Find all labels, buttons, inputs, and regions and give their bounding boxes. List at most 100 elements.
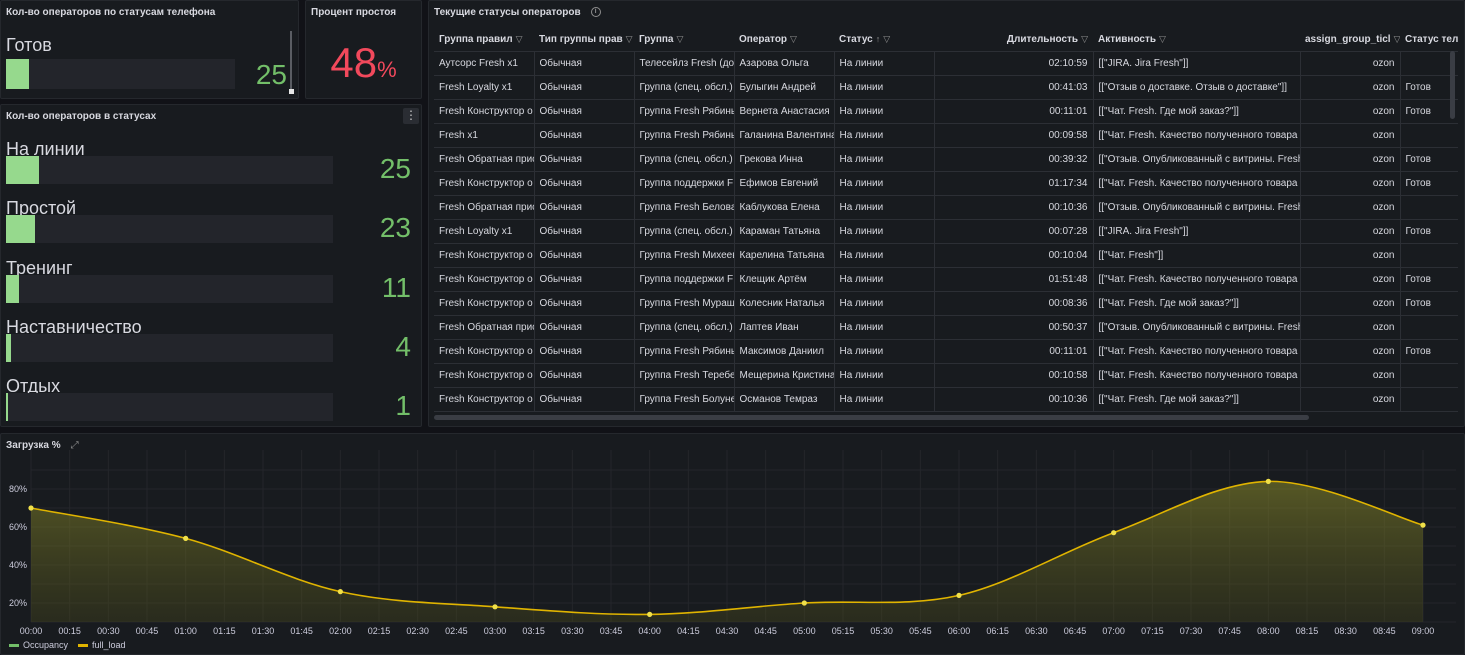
scrollbar[interactable] (290, 31, 292, 89)
column-header-label: Длительность (1006, 34, 1079, 46)
column-header[interactable]: Активность ▽ (1093, 29, 1300, 52)
table-cell: [["Чат. Fresh. Качество полученного това… (1093, 123, 1301, 148)
column-header-label: Статус теле (1405, 34, 1458, 46)
filter-icon[interactable]: ▽ (790, 34, 797, 45)
filter-icon[interactable]: ▽ (1159, 34, 1166, 45)
resize-handle-icon[interactable] (289, 89, 294, 94)
table-cell: ozon (1300, 267, 1401, 292)
table-cell: Колесник Наталья (734, 291, 835, 316)
full-load-point[interactable] (492, 604, 498, 610)
horizontal-scrollbar[interactable] (434, 415, 1309, 420)
x-tick-label: 02:00 (329, 626, 352, 636)
y-tick-label: 20% (9, 598, 27, 608)
column-header[interactable]: Длительность ▽ (934, 29, 1093, 52)
full-load-point[interactable] (647, 611, 653, 617)
table-cell: Обычная (534, 75, 635, 100)
idle-percent-unit: % (377, 57, 397, 82)
phone-status-bar-fill (6, 59, 29, 89)
more-vertical-icon[interactable]: ⋮ (403, 108, 419, 124)
table-row[interactable]: Fresh Конструктор о Обычная Группа Fresh Б… (434, 387, 1458, 412)
legend-item-occupancy[interactable]: Occupancy (9, 640, 68, 650)
vertical-scrollbar[interactable] (1450, 51, 1455, 119)
table-row[interactable]: Fresh Конструктор о Обычная Группа Fresh Р… (434, 339, 1458, 364)
filter-icon[interactable]: ▽ (515, 34, 523, 45)
table-row[interactable]: Fresh Конструктор о Обычная Группа поддерж… (434, 267, 1458, 292)
table-row[interactable]: Fresh Loyalty x1 Обычная Группа (спец. обс… (434, 219, 1458, 244)
full-load-point[interactable] (28, 505, 34, 511)
column-header[interactable]: Группа правил ▽ (434, 29, 534, 52)
panel-title: Процент простоя (311, 7, 397, 18)
table-cell: Группа (спец. обсл.) (634, 147, 735, 172)
table-cell: Fresh Конструктор о (434, 267, 535, 292)
column-header-label: Статус (839, 34, 873, 46)
x-tick-label: 04:00 (638, 626, 661, 636)
table-row[interactable]: Fresh x1 Обычная Группа Fresh Рябинь Галани… (434, 123, 1458, 148)
table-cell: 01:51:48 (934, 267, 1094, 292)
column-header[interactable]: Тип группы прав ▽ (534, 29, 634, 52)
table-row[interactable]: Fresh Обратная прис Обычная Группа Fresh Б… (434, 195, 1458, 220)
x-tick-label: 09:00 (1412, 626, 1435, 636)
table-cell: ozon (1300, 339, 1401, 364)
column-header[interactable]: Оператор ▽ (734, 29, 834, 52)
x-tick-label: 03:45 (600, 626, 623, 636)
table-row[interactable]: Fresh Loyalty x1 Обычная Группа (спец. обс… (434, 75, 1458, 100)
expand-icon[interactable]: ⤢ (70, 440, 79, 451)
full-load-point[interactable] (183, 535, 189, 541)
x-tick-label: 01:30 (252, 626, 275, 636)
table-row[interactable]: Fresh Конструктор о Обычная Группа Fresh Р… (434, 99, 1458, 124)
table-cell: Fresh Конструктор о (434, 171, 535, 196)
panel-title: Текущие статусы операторов i (434, 7, 601, 18)
table-cell: Клещик Артём (734, 267, 835, 292)
column-header[interactable]: Статус теле▽ (1400, 29, 1458, 52)
info-icon[interactable]: i (590, 7, 601, 18)
full-load-point[interactable] (801, 600, 807, 606)
x-tick-label: 04:30 (716, 626, 739, 636)
full-load-line (30, 480, 1424, 616)
table-cell: Fresh Обратная прис (434, 315, 535, 340)
table-cell: [["Чат. Fresh. Качество полученного това… (1093, 267, 1301, 292)
sort-arrow-icon[interactable]: ↑ (875, 34, 881, 45)
status-value: 25 (379, 153, 411, 184)
table-cell: Группа Fresh Мураш (634, 291, 735, 316)
legend-item-full-load[interactable]: full_load (78, 640, 126, 650)
x-tick-label: 08:00 (1257, 626, 1280, 636)
table-cell: Мещерина Кристина (734, 363, 835, 388)
table-row[interactable]: Fresh Конструктор о Обычная Группа Fresh М… (434, 243, 1458, 268)
column-header[interactable]: Группа ▽ (634, 29, 734, 52)
phone-status-bar (6, 59, 235, 89)
table-cell: На линии (834, 123, 935, 148)
filter-icon[interactable]: ▽ (676, 34, 684, 45)
table-cell: Fresh Loyalty x1 (434, 75, 535, 100)
table-cell: Обычная (534, 387, 635, 412)
table-cell: На линии (834, 75, 935, 100)
table-cell: Галанина Валентина (734, 123, 835, 148)
full-load-point[interactable] (1265, 478, 1271, 484)
full-load-point[interactable] (956, 592, 962, 598)
column-header[interactable]: Статус ↑ ▽ (834, 29, 934, 52)
table-cell: Османов Темраз (734, 387, 835, 412)
column-header[interactable]: assign_group_ticl ▽ (1300, 29, 1400, 52)
full-load-point[interactable] (1420, 522, 1426, 528)
x-tick-label: 03:15 (522, 626, 545, 636)
full-load-point[interactable] (1111, 530, 1117, 536)
filter-icon[interactable]: ▽ (883, 34, 891, 45)
table-row[interactable]: Аутсорс Fresh x1 Обычная Телесейлз Fresh (… (434, 51, 1458, 76)
table-row[interactable]: Fresh Обратная прис Обычная Группа (спец. … (434, 315, 1458, 340)
column-header-label: Тип группы прав (539, 34, 623, 46)
full-load-point[interactable] (337, 589, 343, 595)
operator-table-panel: Текущие статусы операторов i Группа прави… (428, 0, 1465, 427)
table-cell: Булыгин Андрей (734, 75, 835, 100)
filter-icon[interactable]: ▽ (625, 34, 633, 45)
table-row[interactable]: Fresh Конструктор о Обычная Группа Fresh М… (434, 291, 1458, 316)
table-cell: [["Чат. Fresh. Где мой заказ?"]] (1093, 387, 1301, 412)
x-tick-label: 07:15 (1141, 626, 1164, 636)
table-cell: Обычная (534, 243, 635, 268)
table-cell: Fresh Конструктор о (434, 363, 535, 388)
filter-icon[interactable]: ▽ (1081, 34, 1088, 45)
x-tick-label: 04:45 (754, 626, 777, 636)
table-row[interactable]: Fresh Конструктор о Обычная Группа Fresh Т… (434, 363, 1458, 388)
chart-legend: Occupancy full_load (9, 640, 126, 650)
table-row[interactable]: Fresh Конструктор о Обычная Группа поддерж… (434, 171, 1458, 196)
filter-icon[interactable]: ▽ (1393, 34, 1400, 45)
table-row[interactable]: Fresh Обратная прис Обычная Группа (спец. … (434, 147, 1458, 172)
